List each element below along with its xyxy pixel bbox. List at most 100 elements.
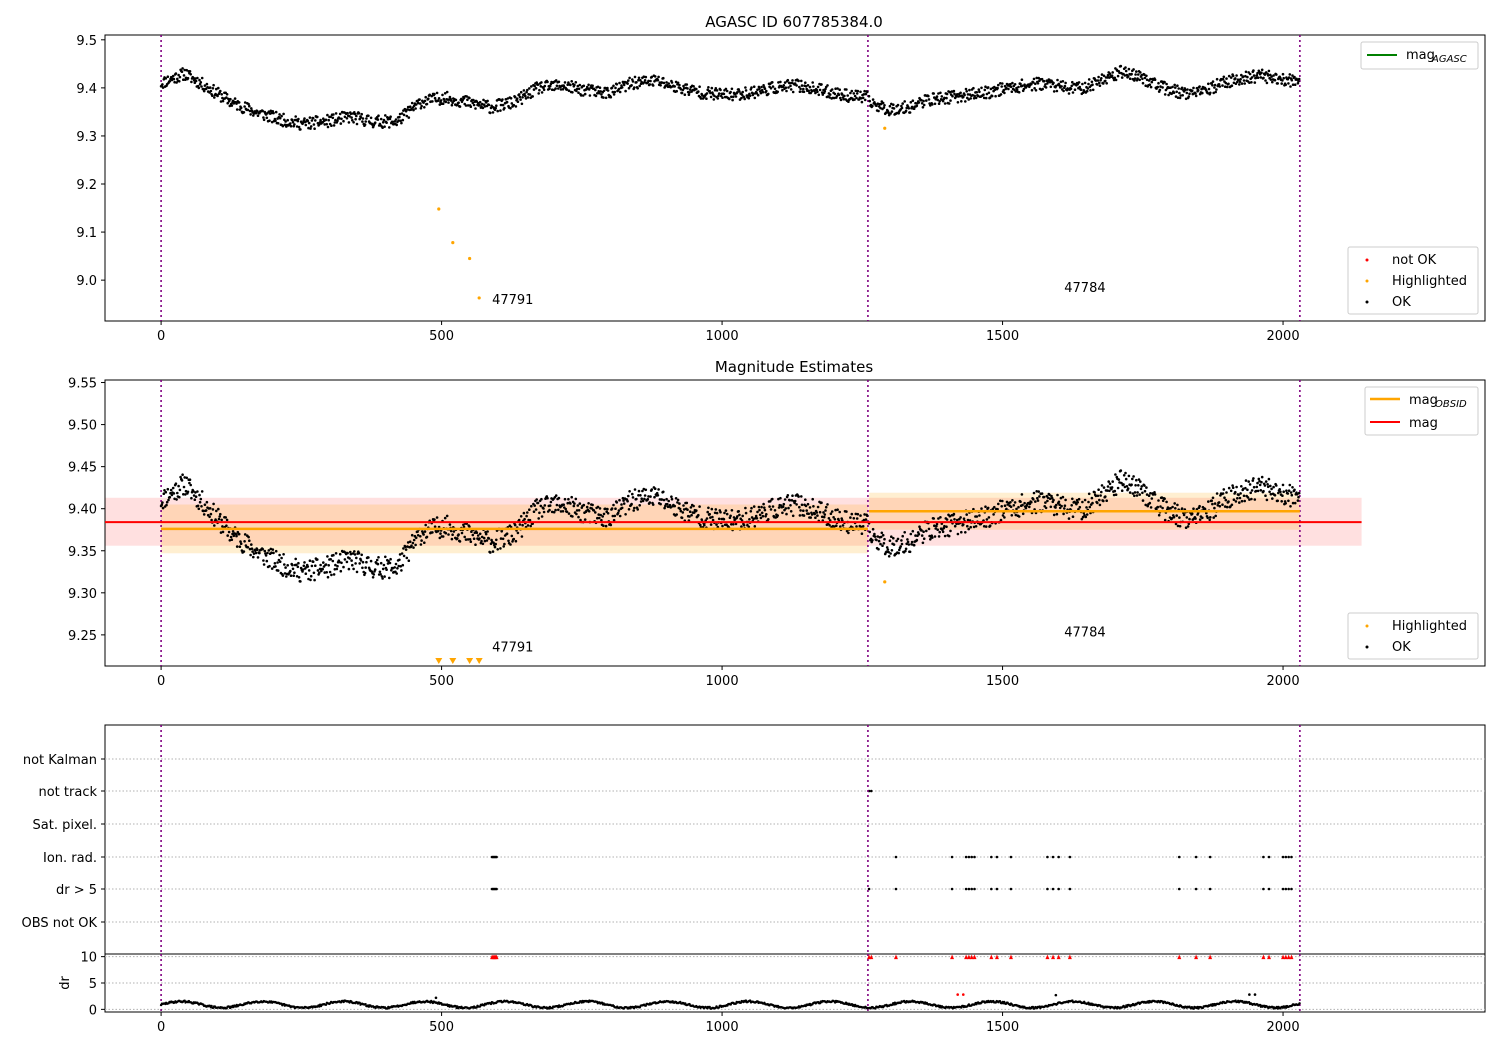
data-point-ok bbox=[599, 90, 602, 93]
data-point-ok bbox=[875, 538, 878, 542]
data-point-ok bbox=[273, 562, 277, 565]
data-point-ok bbox=[437, 99, 440, 102]
data-point-ok bbox=[643, 79, 647, 82]
data-point-ok bbox=[506, 97, 510, 100]
flag-point bbox=[1009, 887, 1013, 891]
data-point-ok bbox=[875, 104, 878, 107]
data-point-ok bbox=[1064, 498, 1067, 502]
data-point-ok bbox=[212, 83, 215, 87]
data-point-ok bbox=[466, 98, 469, 102]
data-point-ok bbox=[373, 568, 377, 571]
data-point-ok bbox=[343, 115, 347, 119]
data-point-ok bbox=[1017, 91, 1021, 94]
flag-category-label: not track bbox=[38, 785, 97, 800]
data-point-ok bbox=[966, 518, 970, 522]
data-point-ok bbox=[861, 525, 865, 528]
data-point-ok bbox=[1071, 497, 1074, 501]
data-point-ok bbox=[673, 504, 676, 508]
data-point-ok bbox=[548, 84, 552, 88]
data-point-ok bbox=[845, 88, 848, 91]
data-point-ok bbox=[242, 111, 246, 114]
data-point-ok bbox=[1087, 492, 1091, 496]
y-tick-label: 10 bbox=[80, 951, 97, 966]
data-point-ok bbox=[967, 527, 970, 531]
data-point-ok bbox=[209, 512, 213, 516]
data-point-ok bbox=[1020, 493, 1024, 496]
data-point-ok bbox=[1240, 485, 1243, 488]
legend-label: mag bbox=[1406, 48, 1435, 63]
data-point-ok bbox=[1005, 500, 1009, 504]
data-point-ok bbox=[559, 510, 563, 513]
data-point-ok bbox=[598, 91, 601, 95]
data-point-ok bbox=[406, 541, 410, 544]
data-point-ok bbox=[243, 105, 246, 108]
data-point-ok bbox=[295, 575, 299, 578]
data-point-ok bbox=[1035, 76, 1038, 80]
data-point-ok bbox=[888, 104, 892, 108]
data-point-ok bbox=[956, 532, 960, 536]
data-point-ok bbox=[722, 92, 726, 96]
data-point-ok bbox=[665, 81, 668, 84]
data-point-ok bbox=[472, 103, 476, 107]
data-point-ok bbox=[1282, 490, 1285, 494]
data-point-ok bbox=[982, 96, 986, 100]
data-point-ok bbox=[908, 550, 912, 554]
data-point-ok bbox=[320, 569, 323, 573]
data-point-ok bbox=[199, 497, 203, 501]
panel1-legend-top: mag AGASC bbox=[1360, 41, 1479, 70]
data-point-ok bbox=[1264, 480, 1268, 483]
data-point-ok bbox=[328, 570, 332, 574]
dr-clipped-marker bbox=[994, 954, 999, 960]
data-point-ok bbox=[969, 525, 972, 529]
data-point-ok bbox=[1200, 87, 1203, 91]
data-point-ok bbox=[1279, 490, 1282, 494]
data-point-ok bbox=[1217, 501, 1221, 504]
data-point-ok bbox=[1213, 83, 1217, 87]
data-point-ok bbox=[1176, 524, 1180, 528]
data-point-ok bbox=[730, 95, 733, 99]
data-point-ok bbox=[406, 545, 409, 548]
data-point-ok bbox=[706, 510, 709, 514]
data-point-ok bbox=[326, 125, 330, 129]
data-point-ok bbox=[1184, 88, 1187, 92]
data-point-ok bbox=[682, 504, 685, 507]
data-point-ok bbox=[246, 546, 250, 549]
flag-point bbox=[1057, 855, 1060, 859]
data-point-ok bbox=[1290, 78, 1294, 82]
data-point-ok bbox=[408, 540, 412, 543]
data-point-ok bbox=[729, 514, 732, 518]
data-point-ok bbox=[441, 535, 445, 538]
data-point-ok bbox=[1009, 85, 1013, 89]
data-point-ok bbox=[1221, 492, 1225, 495]
data-point-ok bbox=[689, 506, 693, 509]
data-point-ok bbox=[615, 83, 619, 86]
data-point-ok bbox=[1111, 71, 1114, 74]
data-point-ok bbox=[443, 92, 447, 95]
data-point-ok bbox=[396, 567, 399, 570]
data-point-ok bbox=[339, 122, 343, 125]
data-point-ok bbox=[610, 86, 614, 90]
data-point-ok bbox=[1003, 516, 1006, 519]
data-point-ok bbox=[166, 75, 170, 78]
data-point-ok bbox=[1077, 81, 1081, 84]
data-point-ok bbox=[761, 514, 765, 518]
data-point-ok bbox=[186, 76, 190, 80]
data-point-ok bbox=[1124, 66, 1127, 69]
data-point-ok bbox=[1021, 503, 1024, 507]
data-point-ok bbox=[1178, 91, 1181, 95]
y-tick-label: 9.45 bbox=[68, 461, 97, 476]
data-point-ok bbox=[250, 543, 253, 546]
data-point-ok bbox=[968, 519, 972, 522]
data-point-ok bbox=[229, 97, 232, 101]
legend-label: not OK bbox=[1392, 253, 1437, 268]
data-point-ok bbox=[1100, 490, 1103, 494]
data-point-ok bbox=[1116, 74, 1120, 78]
data-point-ok bbox=[530, 85, 533, 88]
data-point-ok bbox=[1296, 499, 1300, 502]
data-point-ok bbox=[1076, 82, 1079, 86]
data-point-ok bbox=[656, 78, 660, 82]
data-point-ok bbox=[905, 542, 908, 546]
data-point-ok bbox=[1176, 84, 1179, 87]
data-point-ok bbox=[1192, 507, 1195, 511]
data-point-ok bbox=[975, 515, 979, 518]
